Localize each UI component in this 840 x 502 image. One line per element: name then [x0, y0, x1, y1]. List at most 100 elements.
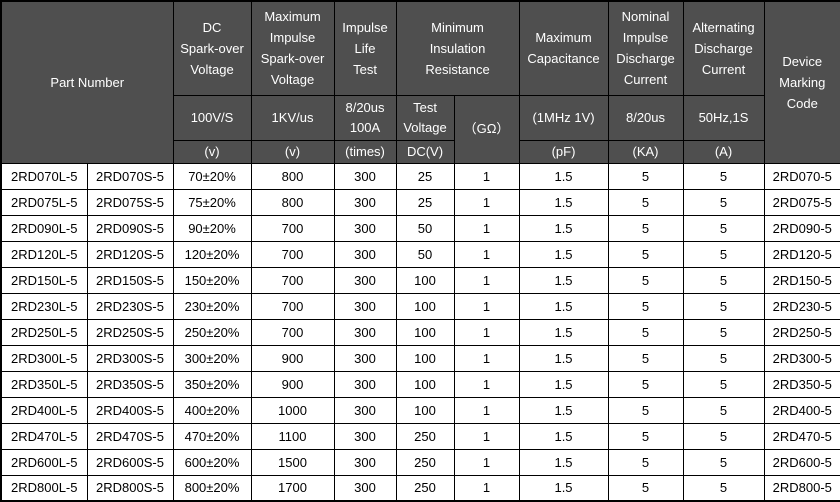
cell: 2RD230-5 [763, 292, 840, 320]
col-header-device-marking-code: Device Marking Code [763, 0, 840, 164]
cell: 300 [333, 318, 397, 346]
cell: 800 [250, 162, 335, 190]
col-header-nominal-impulse-discharge: Nominal Impulse Discharge Current [607, 0, 684, 96]
cell: 5 [682, 448, 765, 476]
cell: 700 [250, 214, 335, 242]
cell: 25 [395, 188, 455, 216]
cell: 2RD120-5 [763, 240, 840, 268]
table-header: Part Number DC Spark-over Voltage Maximu… [0, 0, 840, 164]
cond-nominal-impulse-discharge: 8/20us [607, 94, 684, 141]
cell: 1700 [250, 474, 335, 502]
cell: 2RD400-5 [763, 396, 840, 424]
table-row: 2RD150L-5 2RD150S-5 150±20% 700 300 100 1 1.5 5 5… [0, 266, 840, 294]
cell: 2RD150S-5 [86, 266, 174, 294]
cell: 5 [682, 422, 765, 450]
cell: 2RD400S-5 [86, 396, 174, 424]
cell: 1.5 [518, 266, 609, 294]
header-title-row: Part Number DC Spark-over Voltage Maximu… [0, 0, 840, 164]
table-row: 2RD400L-5 2RD400S-5 400±20% 1000 300 100 1 1.5 5… [0, 396, 840, 424]
cell: 2RD300S-5 [86, 344, 174, 372]
cell: 2RD090-5 [763, 214, 840, 242]
table-row: 2RD230L-5 2RD230S-5 230±20% 700 300 100 1 1.5 5 5… [0, 292, 840, 320]
cell: 1 [453, 162, 520, 190]
cell: 470±20% [172, 422, 252, 450]
cond-max-capacitance: (1MHz 1V) [518, 94, 609, 141]
cell: 2RD300-5 [763, 344, 840, 372]
unit-dc-spark-over: (v) [172, 139, 252, 164]
cell: 2RD800S-5 [86, 474, 174, 502]
cond-dc-spark-over: 100V/S [172, 94, 252, 141]
cell: 2RD400L-5 [0, 396, 88, 424]
cell: 70±20% [172, 162, 252, 190]
cell: 1 [453, 214, 520, 242]
cell: 700 [250, 240, 335, 268]
cond-test-voltage: Test Voltage [395, 94, 455, 141]
cell: 900 [250, 344, 335, 372]
table-row: 2RD070L-5 2RD070S-5 70±20% 800 300 25 1 1.5 5 5 2R… [0, 162, 840, 190]
cell: 1.5 [518, 422, 609, 450]
cell: 100 [395, 318, 455, 346]
cell: 2RD070-5 [763, 162, 840, 190]
cell: 150±20% [172, 266, 252, 294]
cell: 5 [682, 188, 765, 216]
cell: 2RD120S-5 [86, 240, 174, 268]
cell: 1 [453, 266, 520, 294]
cell: 2RD300L-5 [0, 344, 88, 372]
cell: 2RD150-5 [763, 266, 840, 294]
cell: 250±20% [172, 318, 252, 346]
cell: 5 [607, 370, 684, 398]
unit-impulse-life-test: (times) [333, 139, 397, 164]
cell: 1000 [250, 396, 335, 424]
cell: 600±20% [172, 448, 252, 476]
cell: 1.5 [518, 240, 609, 268]
cell: 2RD350L-5 [0, 370, 88, 398]
cell: 250 [395, 448, 455, 476]
cell: 2RD090L-5 [0, 214, 88, 242]
col-header-min-insulation-resistance: Minimum Insulation Resistance [395, 0, 520, 96]
cell: 300 [333, 370, 397, 398]
cell: 800 [250, 188, 335, 216]
cell: 2RD350-5 [763, 370, 840, 398]
cell: 1.5 [518, 396, 609, 424]
cell: 100 [395, 396, 455, 424]
cell: 2RD600L-5 [0, 448, 88, 476]
cell: 1 [453, 370, 520, 398]
cell: 1.5 [518, 188, 609, 216]
cell: 300 [333, 188, 397, 216]
cell: 300 [333, 214, 397, 242]
cell: 2RD230L-5 [0, 292, 88, 320]
table-row: 2RD600L-5 2RD600S-5 600±20% 1500 300 250 1 1.5 5… [0, 448, 840, 476]
cell: 2RD250-5 [763, 318, 840, 346]
cell: 5 [607, 240, 684, 268]
cond-impulse-life-test: 8/20us 100A [333, 94, 397, 141]
cell: 2RD250S-5 [86, 318, 174, 346]
table-row: 2RD120L-5 2RD120S-5 120±20% 700 300 50 1 1.5 5 5 2… [0, 240, 840, 268]
cell: 1 [453, 396, 520, 424]
cell: 250 [395, 474, 455, 502]
cell: 120±20% [172, 240, 252, 268]
cell: 50 [395, 240, 455, 268]
cell: 300 [333, 396, 397, 424]
cell: 5 [682, 396, 765, 424]
cell: 300 [333, 448, 397, 476]
cell: 5 [607, 344, 684, 372]
cell: 1.5 [518, 474, 609, 502]
cell: 1.5 [518, 448, 609, 476]
cell: 2RD600S-5 [86, 448, 174, 476]
cell: 5 [607, 292, 684, 320]
unit-max-impulse-spark-over: (v) [250, 139, 335, 164]
cell: 700 [250, 318, 335, 346]
cell: 300 [333, 266, 397, 294]
cell: 5 [682, 474, 765, 502]
cond-max-impulse-spark-over: 1KV/us [250, 94, 335, 141]
cell: 300 [333, 162, 397, 190]
unit-test-voltage: DC(V) [395, 139, 455, 164]
cell: 5 [607, 422, 684, 450]
cell: 1 [453, 188, 520, 216]
cell: 2RD350S-5 [86, 370, 174, 398]
unit-max-capacitance: (pF) [518, 139, 609, 164]
cell: 1500 [250, 448, 335, 476]
table-body: 2RD070L-5 2RD070S-5 70±20% 800 300 25 1 1.5 5 5 2R… [0, 162, 840, 502]
table-row: 2RD075L-5 2RD075S-5 75±20% 800 300 25 1 1.5 5 5 2R… [0, 188, 840, 216]
cell: 1 [453, 422, 520, 450]
